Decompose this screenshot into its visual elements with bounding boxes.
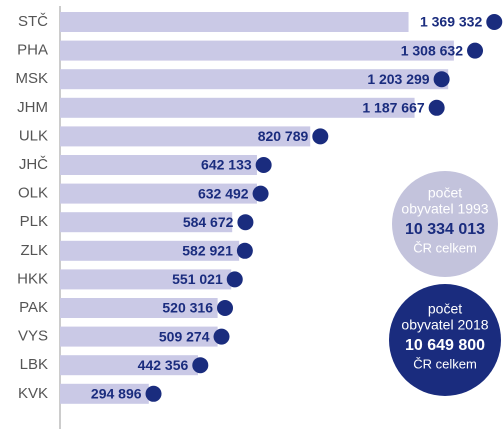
category-label: HKK: [17, 270, 48, 287]
legend-label: obyvatel 1993: [401, 201, 488, 217]
dot: [217, 300, 234, 316]
dot: [433, 71, 450, 88]
value-label: 632 492: [198, 185, 249, 201]
value-label: 1 308 632: [401, 42, 463, 58]
dot: [236, 242, 253, 259]
dot: [312, 128, 329, 145]
bar: [60, 212, 233, 233]
dot: [213, 328, 230, 345]
dot: [467, 42, 484, 59]
category-label: ZLK: [20, 242, 48, 259]
legend-circle: [389, 284, 501, 396]
bar: [60, 326, 218, 347]
legend-total: 10 649 800: [405, 337, 485, 354]
dot: [252, 185, 269, 202]
category-label: JHM: [17, 99, 48, 116]
value-label: 1 203 299: [367, 71, 429, 87]
value-label: 1 369 332: [420, 14, 482, 30]
category-label: STČ: [18, 13, 48, 30]
value-label: 520 316: [162, 300, 213, 316]
bar: [60, 69, 449, 90]
bar: [60, 97, 415, 118]
value-label: 1 187 667: [362, 100, 424, 116]
bar: [60, 298, 218, 318]
bar: [60, 355, 198, 376]
category-label: JHČ: [19, 156, 48, 173]
bar: [60, 183, 257, 204]
category-label: VYS: [18, 328, 48, 345]
category-label: ULK: [19, 127, 48, 144]
bar: [60, 126, 311, 147]
dot: [145, 385, 162, 402]
bar: [60, 155, 257, 175]
legend-scope: ČR celkem: [413, 240, 477, 255]
legend-label: počet: [428, 301, 462, 317]
value-label: 551 021: [172, 271, 223, 287]
bar: [60, 12, 409, 32]
bar: [60, 269, 232, 290]
category-label: KVK: [18, 385, 48, 402]
dot: [237, 214, 254, 231]
bar: [60, 383, 149, 404]
category-label: LBK: [20, 356, 48, 373]
dot: [226, 271, 243, 288]
legend-total: 10 334 013: [405, 221, 485, 238]
category-label: PHA: [17, 42, 48, 59]
legend-label: obyvatel 2018: [401, 317, 488, 333]
dot: [428, 99, 445, 116]
bar: [60, 40, 454, 61]
value-label: 642 133: [201, 157, 252, 173]
value-label: 294 896: [91, 386, 142, 402]
category-label: OLK: [18, 185, 48, 202]
legend-circle: [392, 171, 498, 277]
value-label: 820 789: [258, 128, 309, 144]
category-label: PLK: [20, 213, 48, 230]
bar: [60, 240, 240, 261]
value-label: 584 672: [183, 214, 234, 230]
category-label: MSK: [15, 70, 48, 87]
legend-label: počet: [428, 185, 462, 201]
dot: [192, 357, 209, 374]
dot: [486, 14, 503, 30]
category-label: PAK: [19, 299, 48, 316]
value-label: 509 274: [159, 328, 210, 344]
legend-scope: ČR celkem: [413, 356, 477, 371]
dot: [255, 157, 272, 173]
value-label: 442 356: [138, 357, 189, 373]
value-label: 582 921: [182, 243, 233, 259]
